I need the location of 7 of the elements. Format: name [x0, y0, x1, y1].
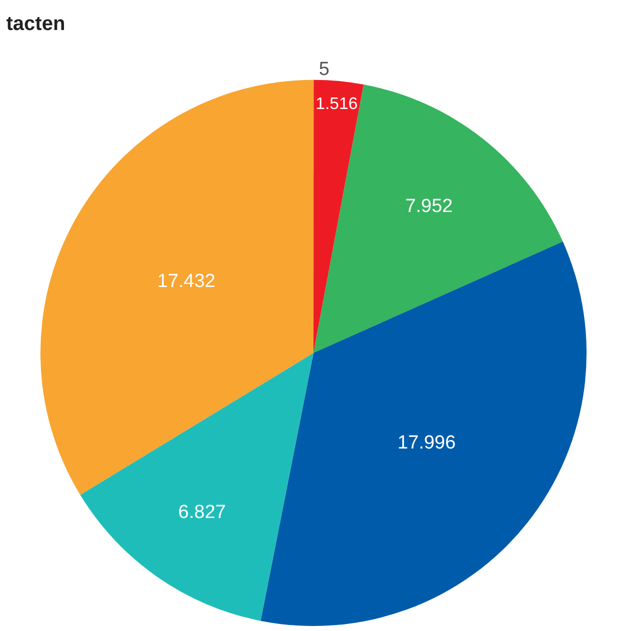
data-label: 17.432: [157, 270, 216, 292]
data-label: 1.516: [316, 94, 358, 113]
data-label: 5: [318, 58, 330, 80]
data-label: 17.996: [398, 432, 456, 454]
data-label: 7.952: [405, 196, 453, 217]
chart-title: tacten: [6, 12, 66, 35]
data-label: 6.827: [178, 502, 226, 524]
